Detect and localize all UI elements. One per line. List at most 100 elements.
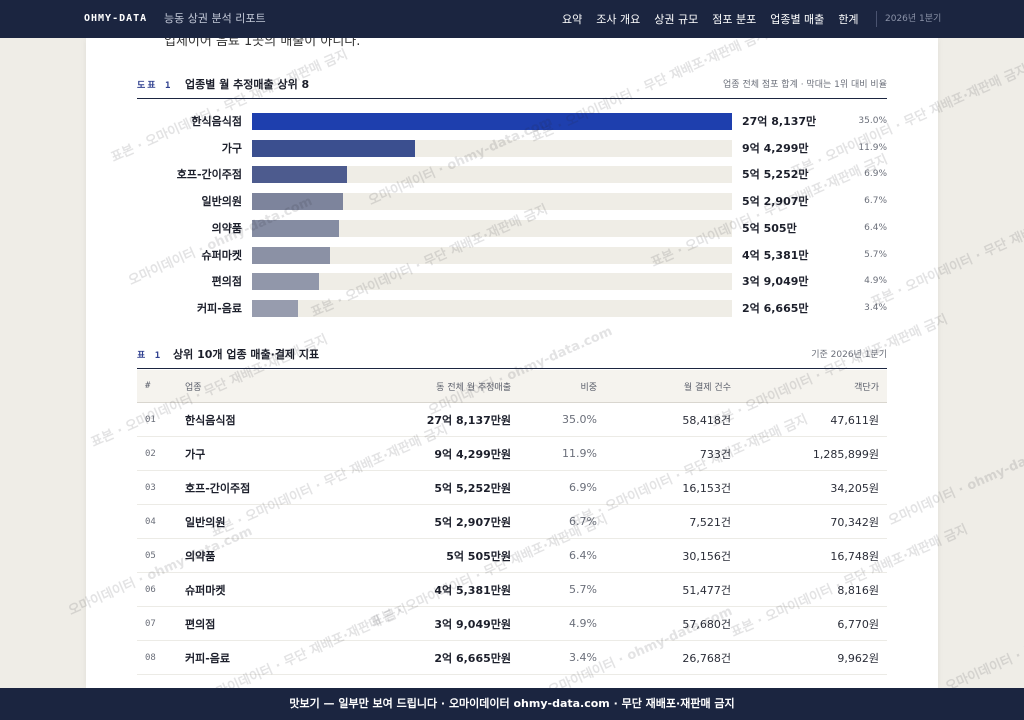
bar-mark	[252, 193, 344, 211]
row-payment-count: 57,680건	[605, 606, 739, 641]
bar-value-label: 4억 5,381만	[742, 248, 809, 262]
nav-link-limitations[interactable]: 한계	[838, 13, 859, 26]
row-monthly-sales: 5억 2,907만원	[353, 504, 519, 539]
col-header-payment-count: 월 결제 건수	[605, 370, 739, 403]
nav-link-sales-by-industry[interactable]: 업종별 매출	[770, 13, 825, 26]
row-payment-count: 30,156건	[605, 538, 739, 573]
bar-track	[252, 273, 732, 291]
report-period: 2026년 1분기	[876, 11, 1024, 27]
table-row: 01 한식음식점 27억 8,137만원 35.0% 58,418건 47,611원	[137, 402, 887, 437]
figure-header: 도표 1 업종별 월 추정매출 상위 8 업종 전체 점포 합계 · 막대는 1…	[137, 76, 887, 99]
table-row: 04 일반의원 5억 2,907만원 6.7% 7,521건 70,342원	[137, 504, 887, 539]
bar-track	[252, 299, 732, 317]
row-share: 11.9%	[519, 436, 605, 471]
row-avg-spend: 47,611원	[739, 402, 887, 437]
row-share: 6.4%	[519, 538, 605, 573]
row-avg-spend: 8,816원	[739, 572, 887, 607]
bar-track	[252, 113, 732, 130]
bar-row: 커피-음료 2억 6,665만 3.4%	[137, 299, 887, 318]
row-payment-count: 7,521건	[605, 504, 739, 539]
bar-value-label: 5억 2,907만	[742, 195, 809, 209]
bar-row: 슈퍼마켓 4억 5,381만 5.7%	[137, 246, 887, 265]
table-note: 기준 2026년 1분기	[811, 350, 887, 360]
nav-link-survey-overview[interactable]: 조사 개요	[596, 13, 641, 26]
row-rank: 04	[137, 504, 177, 539]
figure-title: 업종별 월 추정매출 상위 8	[185, 78, 310, 91]
bar-share-label: 6.4%	[864, 222, 887, 233]
bar-row: 호프-간이주점 5억 5,252만 6.9%	[137, 165, 887, 184]
row-rank: 06	[137, 572, 177, 607]
row-monthly-sales: 2억 6,665만원	[353, 640, 519, 675]
bar-category-label: 일반의원	[201, 195, 242, 209]
bar-track	[252, 166, 732, 184]
nav-link-summary[interactable]: 요약	[562, 13, 583, 26]
bar-row: 한식음식점 27억 8,137만 35.0%	[137, 112, 887, 131]
row-share: 5.7%	[519, 572, 605, 607]
row-payment-count: 733건	[605, 436, 739, 471]
table-row: 07 편의점 3억 9,049만원 4.9% 57,680건 6,770원	[137, 606, 887, 641]
bar-category-label: 의약품	[211, 221, 242, 235]
bar-category-label: 호프-간이주점	[176, 168, 242, 182]
bar-category-label: 슈퍼마켓	[201, 248, 242, 262]
bar-mark	[252, 113, 732, 130]
bar-track	[252, 219, 732, 237]
bar-value-label: 2억 6,665만	[742, 301, 809, 315]
row-industry: 편의점	[177, 606, 353, 641]
row-avg-spend: 9,962원	[739, 640, 887, 675]
bar-category-label: 커피-음료	[196, 301, 242, 315]
row-rank: 08	[137, 640, 177, 675]
row-payment-count: 26,768건	[605, 640, 739, 675]
nav-links: 요약 조사 개요 상권 규모 점포 분포 업종별 매출 한계	[562, 0, 873, 38]
row-monthly-sales: 5억 5,252만원	[353, 470, 519, 505]
row-avg-spend: 16,748원	[739, 538, 887, 573]
bar-share-label: 5.7%	[864, 249, 887, 260]
col-header-avg-spend: 객단가	[739, 370, 887, 403]
row-industry: 호프-간이주점	[177, 470, 353, 505]
table-tag: 표 1	[137, 351, 163, 361]
row-share: 6.7%	[519, 504, 605, 539]
row-industry: 슈퍼마켓	[177, 572, 353, 607]
col-header-rank: #	[137, 370, 177, 403]
row-share: 4.9%	[519, 606, 605, 641]
row-monthly-sales: 27억 8,137만원	[353, 402, 519, 437]
industry-metrics-table: # 업종 동 전체 월 추정매출 비중 월 결제 건수 객단가 01 한식음식점 2…	[137, 370, 887, 675]
brand-logo[interactable]: OHMY-DATA	[84, 13, 148, 24]
bar-share-label: 11.9%	[858, 142, 887, 153]
bar-share-label: 4.9%	[864, 276, 887, 287]
nav-link-market-size[interactable]: 상권 규모	[654, 13, 699, 26]
top-navigation: OHMY-DATA 능동 상권 분석 리포트 요약 조사 개요 상권 규모 점포…	[0, 0, 1024, 38]
row-payment-count: 51,477건	[605, 572, 739, 607]
row-avg-spend: 70,342원	[739, 504, 887, 539]
row-share: 6.9%	[519, 470, 605, 505]
bar-category-label: 가구	[221, 141, 242, 155]
bar-value-label: 5억 5,252만	[742, 168, 809, 182]
col-header-industry: 업종	[177, 370, 353, 403]
table-header: 표 1 상위 10개 업종 매출·결제 지표 기준 2026년 1분기	[137, 344, 887, 369]
col-header-monthly-sales: 동 전체 월 추정매출	[353, 370, 519, 403]
row-avg-spend: 34,205원	[739, 470, 887, 505]
col-header-share: 비중	[519, 370, 605, 403]
bar-mark	[252, 273, 320, 291]
bar-share-label: 6.7%	[864, 196, 887, 207]
bar-value-label: 3억 9,049만	[742, 275, 809, 289]
bar-track	[252, 193, 732, 211]
bar-mark	[252, 166, 348, 184]
table-title: 상위 10개 업종 매출·결제 지표	[173, 348, 320, 361]
row-rank: 03	[137, 470, 177, 505]
bar-mark	[252, 219, 340, 237]
bar-value-label: 5억 505만	[742, 221, 797, 235]
row-industry: 일반의원	[177, 504, 353, 539]
table-header-row: # 업종 동 전체 월 추정매출 비중 월 결제 건수 객단가	[137, 370, 887, 403]
row-rank: 07	[137, 606, 177, 641]
figure-note: 업종 전체 점포 합계 · 막대는 1위 대비 비율	[723, 80, 887, 90]
preview-notice-banner: 맛보기 — 일부만 보여 드립니다 · 오마이데이터 ohmy-data.com…	[0, 688, 1024, 720]
figure-tag: 도표 1	[137, 81, 173, 91]
bar-track	[252, 246, 732, 264]
bar-row: 일반의원 5억 2,907만 6.7%	[137, 192, 887, 211]
table-row: 05 의약품 5억 505만원 6.4% 30,156건 16,748원	[137, 538, 887, 573]
row-industry: 커피-음료	[177, 640, 353, 675]
bar-share-label: 35.0%	[858, 116, 887, 126]
row-monthly-sales: 5억 505만원	[353, 538, 519, 573]
nav-link-store-distribution[interactable]: 점포 분포	[712, 13, 757, 26]
intro-text-fragment: 업체이어 음료 1곳의 매출이 아니다.	[164, 38, 361, 49]
